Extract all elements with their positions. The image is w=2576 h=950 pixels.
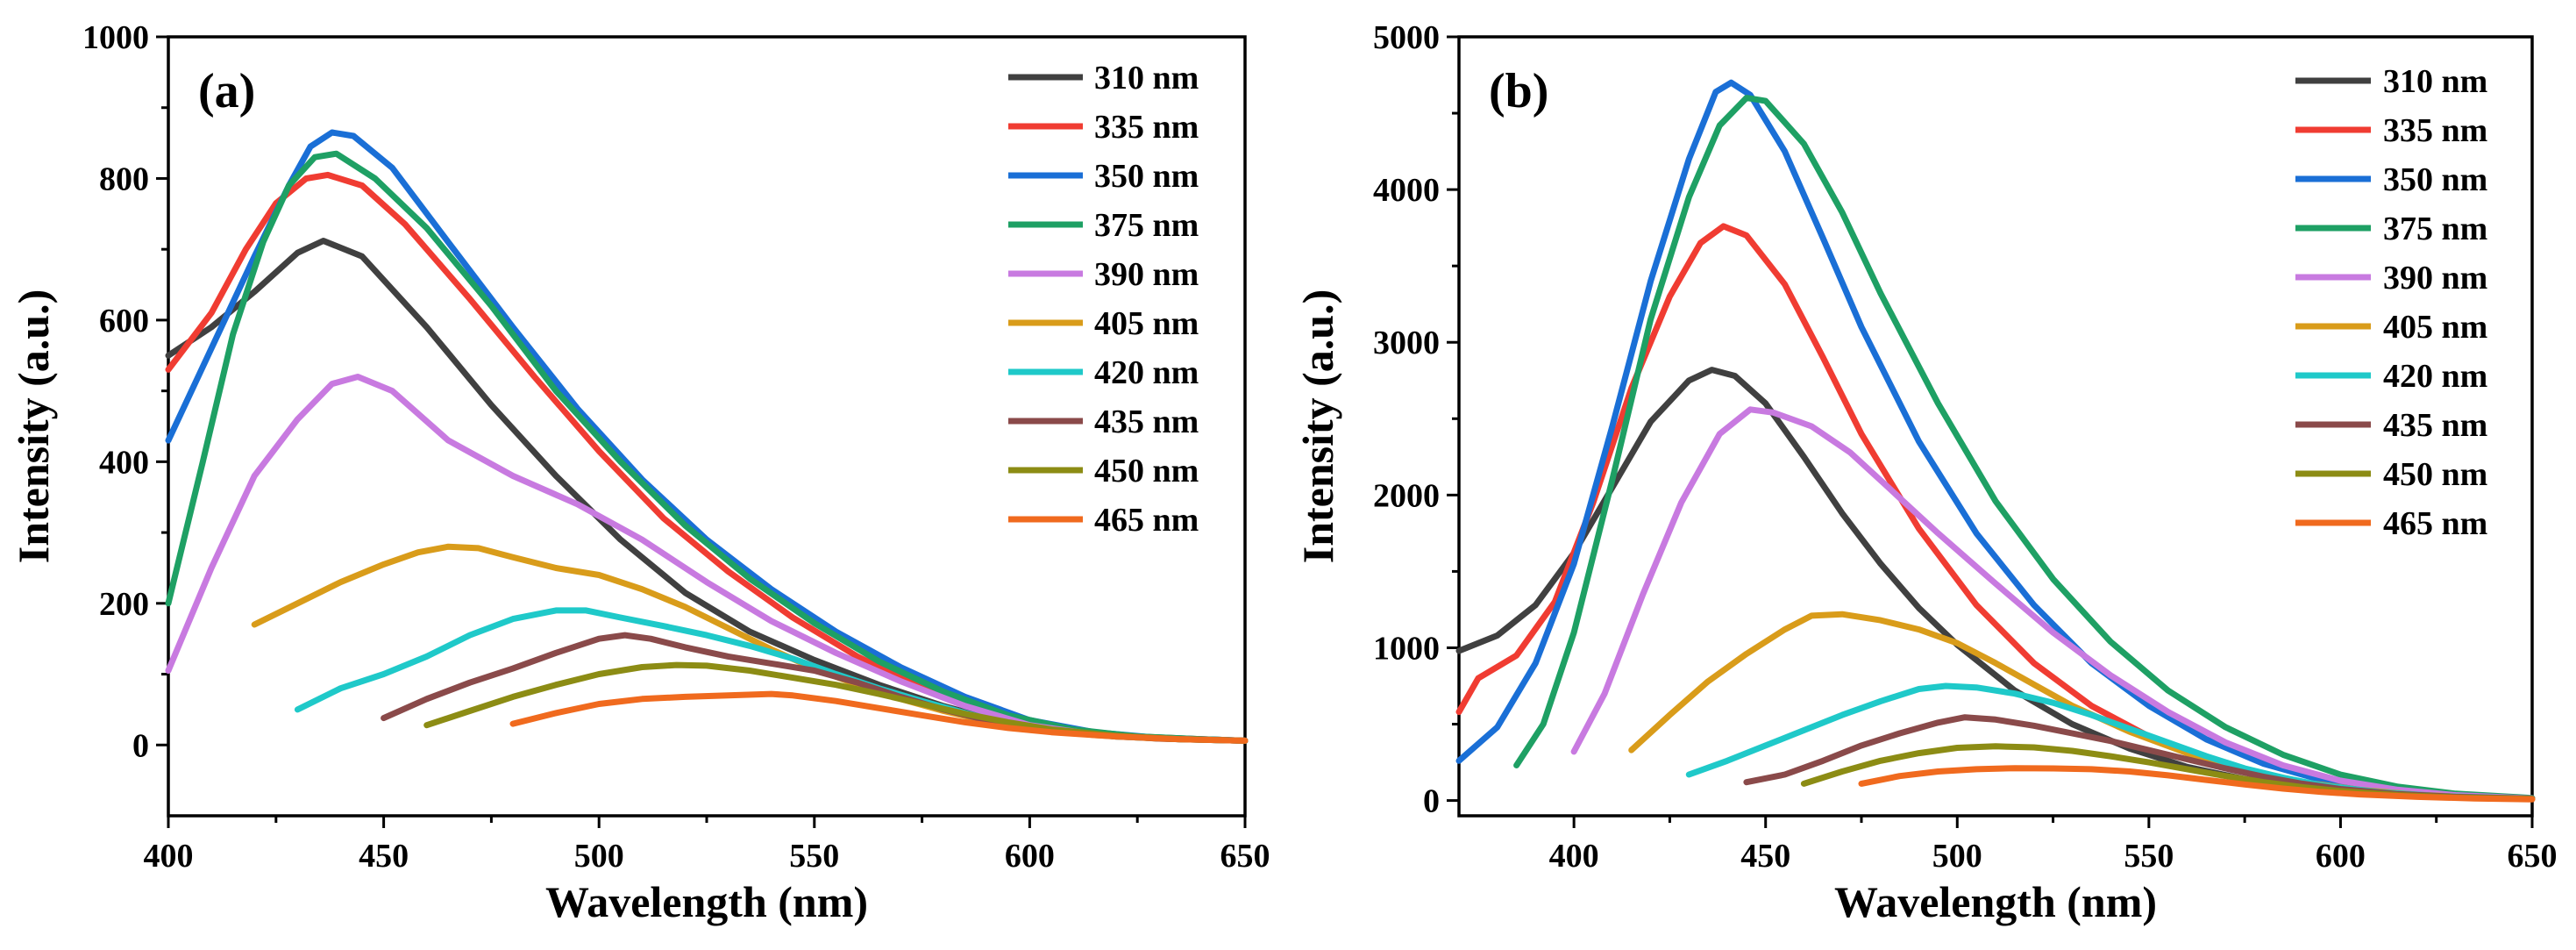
chart-b-plot-frame <box>1457 35 2534 818</box>
chart-a-y-tick-label: 600 <box>99 303 149 339</box>
chart-a-legend-label: 405 nm <box>1094 305 1199 342</box>
chart-a-x-axis-title: Wavelength (nm) <box>545 877 868 926</box>
chart-b-panel-label: (b) <box>1489 64 1548 118</box>
chart-a-x-tick-label: 600 <box>1005 838 1055 875</box>
chart-a-x-tick-label: 500 <box>574 838 624 875</box>
chart-b-legend-label: 465 nm <box>2383 505 2487 542</box>
chart-b-x-tick-label: 500 <box>1932 838 1982 875</box>
panel-a: 400 450 500 550 600 650 0 200 400 600 800 1000 Wavel… <box>9 19 1270 926</box>
chart-a-legend-label: 375 nm <box>1094 207 1199 244</box>
chart-b-x-tick-label: 550 <box>2124 838 2174 875</box>
chart-b-y-tick-label: 0 <box>1423 783 1440 820</box>
chart-b-series-335-nm <box>1455 223 2536 802</box>
chart-a-series-390-nm <box>165 374 1249 744</box>
chart-b-y-tick-label: 2000 <box>1373 477 1440 514</box>
chart-b-x-tick-label: 650 <box>2508 838 2558 875</box>
chart-a-x-tick-label: 650 <box>1220 838 1270 875</box>
chart-b-series-375-nm <box>1513 95 2536 802</box>
chart-a-legend-label: 310 nm <box>1094 60 1199 96</box>
chart-a-legend-label: 350 nm <box>1094 158 1199 195</box>
chart-b-y-tick-label: 4000 <box>1373 172 1440 209</box>
chart-b-series-465-nm <box>1858 765 2536 803</box>
chart-a-y-tick-label: 1000 <box>82 19 149 56</box>
chart-b-y-tick-label: 1000 <box>1373 630 1440 667</box>
chart-a-y-tick-label: 800 <box>99 161 149 197</box>
chart-b-x-axis-title: Wavelength (nm) <box>1834 877 2157 926</box>
chart-a-panel-label: (a) <box>198 64 255 118</box>
chart-b-legend-label: 375 nm <box>2383 211 2487 247</box>
chart-b-legend-label: 350 nm <box>2383 161 2487 198</box>
chart-b-legend-label: 405 nm <box>2383 309 2487 346</box>
chart-b-legend-label: 335 nm <box>2383 112 2487 149</box>
chart-b-x-tick-label: 450 <box>1740 838 1790 875</box>
chart-b-x-tick-label: 400 <box>1549 838 1599 875</box>
chart-a-y-tick-label: 400 <box>99 444 149 481</box>
chart-b-series-390-nm <box>1570 406 2536 802</box>
chart-a-series-465-nm <box>509 690 1249 744</box>
chart-a-series-375-nm <box>165 150 1249 744</box>
chart-b-legend-label: 420 nm <box>2383 358 2487 395</box>
chart-a-legend-label: 465 nm <box>1094 502 1199 539</box>
chart-a-x-tick-label: 550 <box>789 838 839 875</box>
chart-a-y-tick-label: 0 <box>132 727 149 764</box>
chart-b-legend-label: 450 nm <box>2383 456 2487 493</box>
panel-b: 400 450 500 550 600 650 0 1000 2000 3000 4000 5000 W… <box>1293 19 2558 926</box>
chart-a-x-tick-label: 400 <box>144 838 194 875</box>
chart-b-legend-label: 390 nm <box>2383 260 2487 296</box>
chart-b-y-axis-title: Intensity (a.u.) <box>1293 289 1342 564</box>
chart-b-series-350-nm <box>1455 79 2536 802</box>
chart-b-y-tick-label: 5000 <box>1373 19 1440 56</box>
chart-b-y-tick-label: 3000 <box>1373 325 1440 361</box>
chart-b-legend-label: 435 nm <box>2383 407 2487 444</box>
chart-a-x-tick-label: 450 <box>359 838 409 875</box>
chart-b-x-tick-label: 600 <box>2316 838 2366 875</box>
chart-a-legend-label: 335 nm <box>1094 109 1199 146</box>
chart-a-series-335-nm <box>165 171 1249 744</box>
chart-b-legend-label: 310 nm <box>2383 63 2487 100</box>
chart-a-legend-label: 450 nm <box>1094 453 1199 489</box>
chart-a-legend-label: 420 nm <box>1094 354 1199 391</box>
chart-a-legend-label: 435 nm <box>1094 404 1199 440</box>
chart-a-y-axis-title: Intensity (a.u.) <box>9 289 58 564</box>
chart-a-y-tick-label: 200 <box>99 586 149 623</box>
chart-a-legend-label: 390 nm <box>1094 256 1199 293</box>
